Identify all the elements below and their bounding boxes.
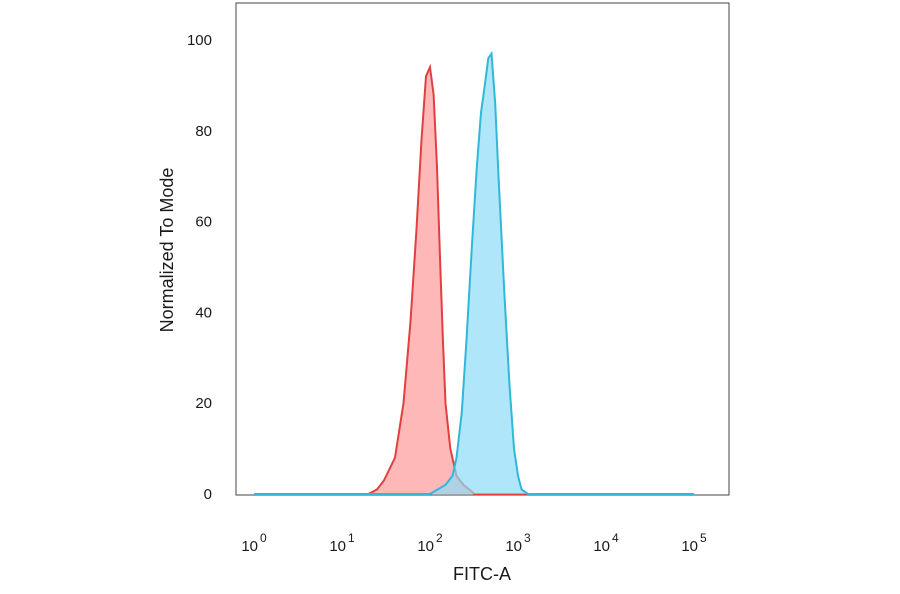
y-tick-labels: 0 20 40 60 80 100 xyxy=(187,32,212,503)
x-tick-label: 10 2 xyxy=(417,531,443,555)
y-tick-label: 0 xyxy=(204,486,212,503)
x-tick-label: 10 5 xyxy=(681,531,707,555)
series-2-line xyxy=(254,50,694,495)
x-tick-labels: 10 0 10 1 10 2 10 3 10 4 10 5 xyxy=(241,531,707,555)
y-tick-label: 20 xyxy=(195,395,212,412)
y-tick-label: 80 xyxy=(195,123,212,140)
series-2-area xyxy=(254,53,694,494)
y-tick-label: 60 xyxy=(195,214,212,231)
series-layer xyxy=(254,50,694,495)
x-axis-title: FITC-A xyxy=(453,564,511,584)
y-axis-title: Normalized To Mode xyxy=(157,168,177,333)
x-tick-label: 10 3 xyxy=(505,531,531,555)
x-tick-label: 10 0 xyxy=(241,531,267,555)
x-tick-label: 10 4 xyxy=(593,531,619,555)
x-tick-label: 10 1 xyxy=(329,531,355,555)
y-tick-label: 100 xyxy=(187,32,212,49)
y-tick-label: 40 xyxy=(195,304,212,321)
